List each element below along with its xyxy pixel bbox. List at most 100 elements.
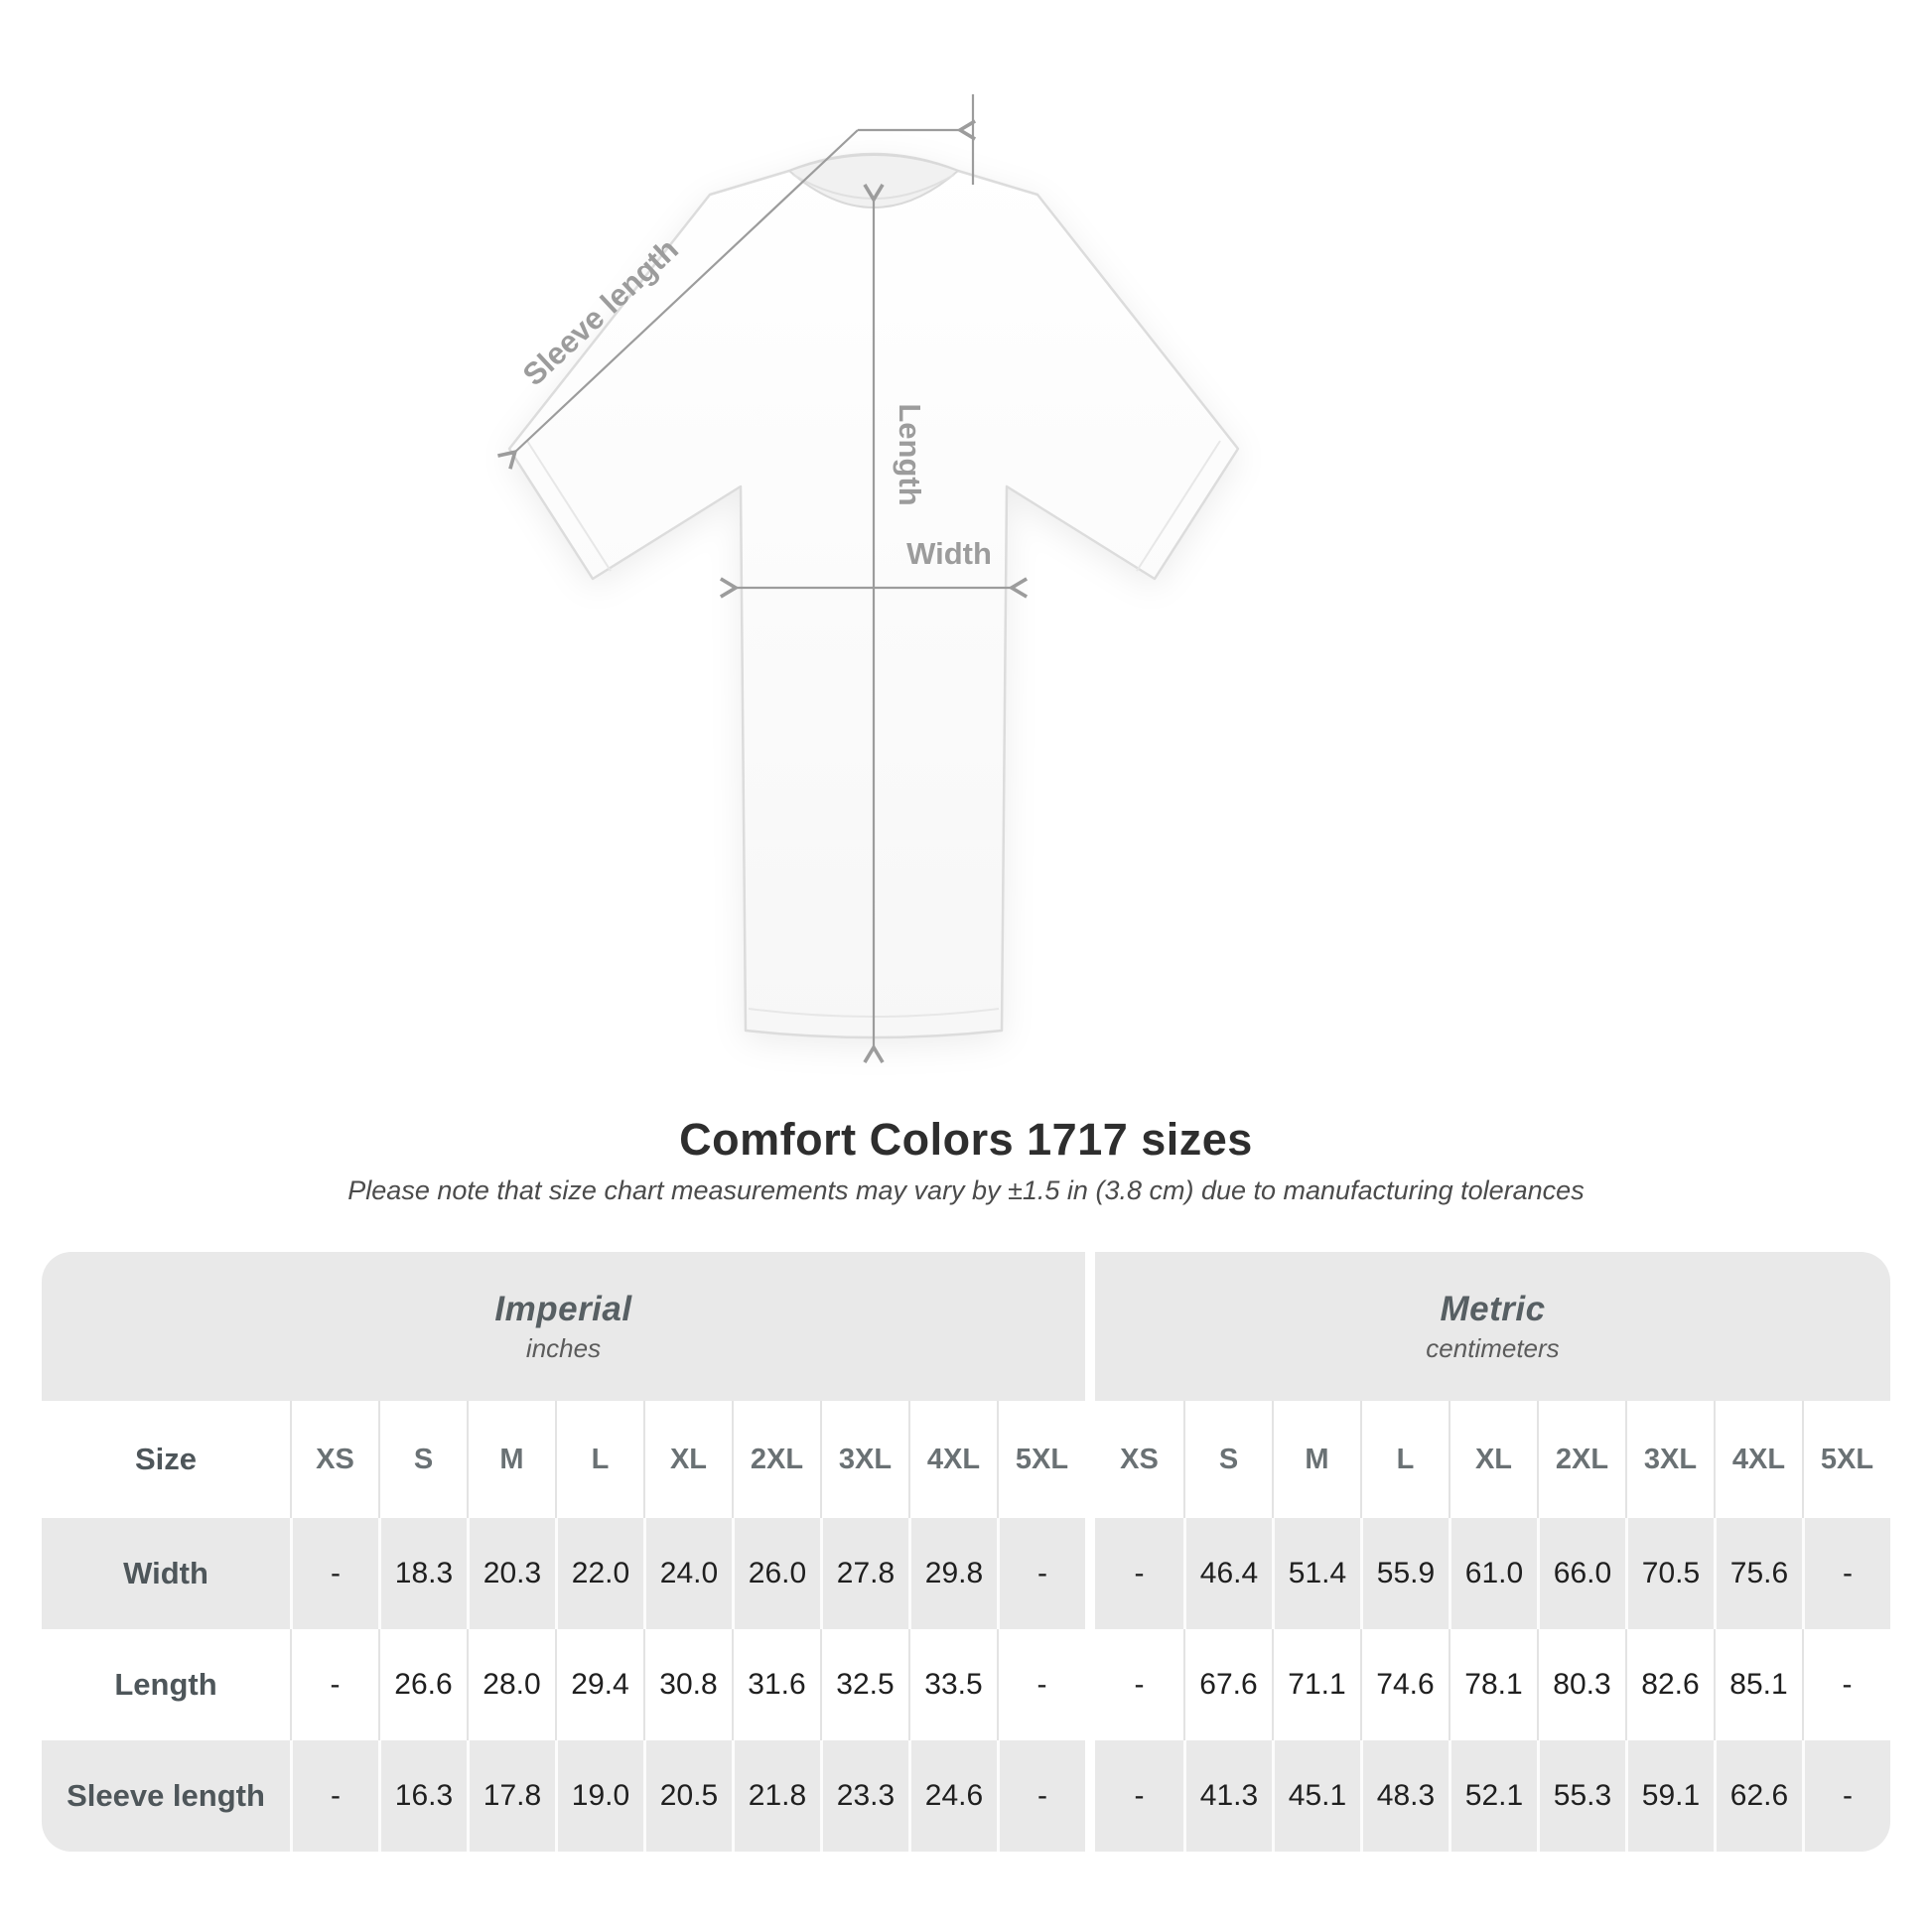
value-cell: 85.1 (1714, 1629, 1802, 1740)
value-cell: 30.8 (643, 1629, 732, 1740)
size-cell: 2XL (732, 1401, 820, 1518)
metric-title: Metric (1440, 1289, 1546, 1328)
size-cell: 4XL (908, 1401, 997, 1518)
table-half-divider (1085, 1252, 1095, 1852)
table-row: Sleeve length -16.3 17.8 19.0 20.5 21.8 23.3 24… (42, 1740, 1085, 1852)
value-cell: 23.3 (820, 1740, 908, 1852)
metric-grid: XS S M L XL 2XL 3XL 4XL 5XL - 46.4 51.4 55.9 61.0 66.0… (1095, 1401, 1890, 1852)
value-cell: 45.1 (1272, 1740, 1360, 1852)
value-cell: 51.4 (1272, 1518, 1360, 1629)
metric-panel-header: Metric centimeters (1095, 1252, 1890, 1401)
page-title: Comfort Colors 1717 sizes (679, 1114, 1253, 1165)
size-cell: M (467, 1401, 555, 1518)
imperial-unit: inches (525, 1332, 602, 1363)
value-cell: 21.8 (732, 1740, 820, 1852)
value-cell: 80.3 (1537, 1629, 1625, 1740)
table-row: -67.6 71.1 74.6 78.1 80.3 82.6 85.1- (1095, 1629, 1890, 1740)
value-cell: 55.9 (1360, 1518, 1449, 1629)
value-cell: 28.0 (467, 1629, 555, 1740)
value-cell: 71.1 (1272, 1629, 1360, 1740)
size-cell: XS (290, 1401, 378, 1518)
metric-panel: Metric centimeters XS S M L XL 2XL 3XL 4XL 5XL - 4… (1095, 1252, 1890, 1852)
row-label: Length (114, 1667, 217, 1702)
value-cell: 78.1 (1449, 1629, 1537, 1740)
size-cell: 3XL (1625, 1401, 1714, 1518)
value-cell: 27.8 (820, 1518, 908, 1629)
value-cell: 55.3 (1537, 1740, 1625, 1852)
value-cell: 66.0 (1537, 1518, 1625, 1629)
size-chart-table: Imperial inches Size XS S M L XL 2XL 3XL 4XL 5XL W… (42, 1252, 1890, 1852)
value-cell: - (1134, 1779, 1145, 1812)
table-row: Length -26.6 28.0 29.4 30.8 31.6 32.5 33.5- (42, 1629, 1085, 1740)
value-cell: - (1134, 1668, 1145, 1701)
table-row: Width -18.3 20.3 22.0 24.0 26.0 27.8 29.8- (42, 1518, 1085, 1629)
value-cell: 48.3 (1360, 1740, 1449, 1852)
row-label: Sleeve length (67, 1778, 265, 1813)
value-cell: 16.3 (378, 1740, 467, 1852)
value-cell: 62.6 (1714, 1740, 1802, 1852)
size-cell: XL (1449, 1401, 1537, 1518)
value-cell: 22.0 (555, 1518, 643, 1629)
imperial-grid: Size XS S M L XL 2XL 3XL 4XL 5XL Width -18.3 20.3 22.… (42, 1401, 1085, 1852)
imperial-title: Imperial (494, 1289, 632, 1328)
size-cell: M (1272, 1401, 1360, 1518)
value-cell: 19.0 (555, 1740, 643, 1852)
value-cell: 26.0 (732, 1518, 820, 1629)
table-row: -46.4 51.4 55.9 61.0 66.0 70.5 75.6- (1095, 1518, 1890, 1629)
tshirt-diagram-svg: Sleeve length Length Width (497, 94, 1240, 1064)
value-cell: - (290, 1740, 378, 1852)
sleeve-length-dimension-line (497, 94, 977, 470)
size-cell: L (1360, 1401, 1449, 1518)
value-cell: 26.6 (378, 1629, 467, 1740)
value-cell: 29.8 (908, 1518, 997, 1629)
size-cell: 2XL (1537, 1401, 1625, 1518)
size-cell: L (555, 1401, 643, 1518)
value-cell: 82.6 (1625, 1629, 1714, 1740)
value-cell: 46.4 (1183, 1518, 1272, 1629)
value-cell: - (1134, 1557, 1145, 1589)
value-cell: 59.1 (1625, 1740, 1714, 1852)
imperial-panel: Imperial inches Size XS S M L XL 2XL 3XL 4XL 5XL W… (42, 1252, 1085, 1852)
imperial-panel-header: Imperial inches (42, 1252, 1085, 1401)
size-cell: 3XL (820, 1401, 908, 1518)
length-label: Length (893, 403, 927, 505)
value-cell: 29.4 (555, 1629, 643, 1740)
value-cell: - (997, 1518, 1085, 1629)
value-cell: - (290, 1518, 378, 1629)
value-cell: 17.8 (467, 1740, 555, 1852)
value-cell: 41.3 (1183, 1740, 1272, 1852)
size-cell: 4XL (1714, 1401, 1802, 1518)
size-cell: XL (643, 1401, 732, 1518)
value-cell: - (997, 1740, 1085, 1852)
value-cell: 18.3 (378, 1518, 467, 1629)
value-cell: 74.6 (1360, 1629, 1449, 1740)
metric-unit: centimeters (1426, 1332, 1560, 1363)
value-cell: - (1802, 1629, 1890, 1740)
size-cell: 5XL (1802, 1401, 1890, 1518)
value-cell: 33.5 (908, 1629, 997, 1740)
value-cell: 70.5 (1625, 1518, 1714, 1629)
value-cell: - (290, 1629, 378, 1740)
size-cell: XS (1120, 1443, 1159, 1475)
size-cell: S (1183, 1401, 1272, 1518)
value-cell: - (997, 1629, 1085, 1740)
value-cell: 20.3 (467, 1518, 555, 1629)
size-header-row: XS S M L XL 2XL 3XL 4XL 5XL (1095, 1401, 1890, 1518)
value-cell: 24.6 (908, 1740, 997, 1852)
value-cell: - (1802, 1740, 1890, 1852)
row-label: Width (123, 1556, 208, 1590)
size-cell: 5XL (997, 1401, 1085, 1518)
value-cell: 52.1 (1449, 1740, 1537, 1852)
size-cell: S (378, 1401, 467, 1518)
row-label: Size (134, 1442, 198, 1476)
page-subtitle: Please note that size chart measurements… (347, 1175, 1585, 1205)
value-cell: 61.0 (1449, 1518, 1537, 1629)
size-header-row: Size XS S M L XL 2XL 3XL 4XL 5XL (42, 1401, 1085, 1518)
width-label: Width (906, 536, 992, 571)
value-cell: 24.0 (643, 1518, 732, 1629)
value-cell: 20.5 (643, 1740, 732, 1852)
value-cell: 67.6 (1183, 1629, 1272, 1740)
value-cell: 75.6 (1714, 1518, 1802, 1629)
tshirt-measurement-diagram: Sleeve length Length Width (497, 94, 1240, 1064)
